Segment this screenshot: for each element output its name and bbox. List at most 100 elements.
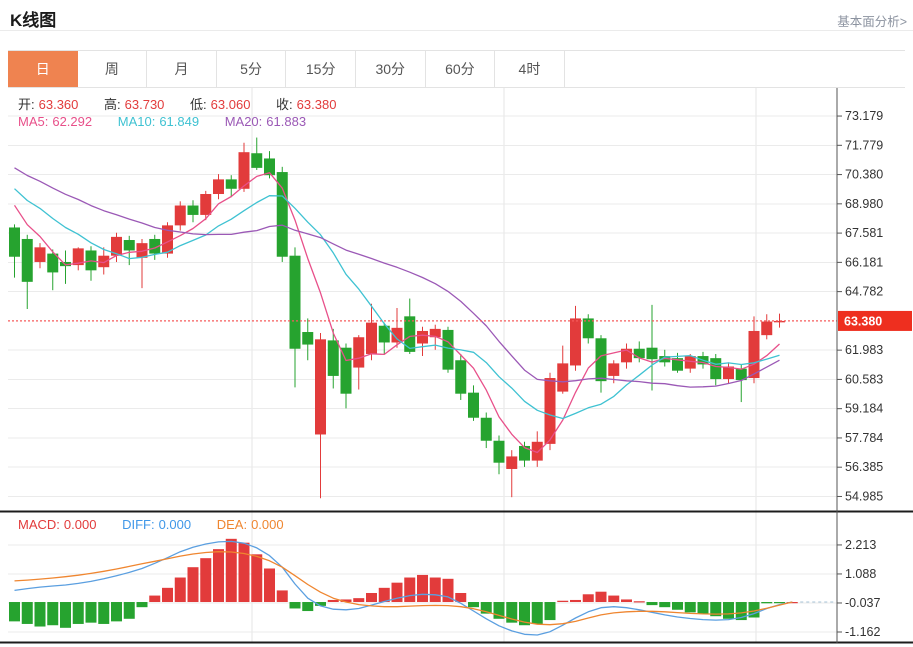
last-price-badge: [838, 310, 912, 331]
candle-body: [493, 440, 505, 463]
macd-bar: [72, 602, 84, 624]
macd-bar: [723, 602, 734, 619]
y-axis-label: 73.179: [845, 109, 883, 123]
macd-bar: [774, 602, 785, 604]
candle-body: [340, 347, 352, 394]
tab-weekly[interactable]: 周: [77, 51, 148, 87]
candle-body: [404, 316, 416, 352]
macd-bar: [366, 592, 377, 603]
candle-body: [468, 392, 479, 418]
macd-bar: [238, 542, 250, 603]
candle-body: [748, 330, 760, 379]
candle-body: [289, 255, 301, 349]
macd-bar: [429, 577, 441, 603]
candle-body: [34, 247, 46, 262]
y-axis-label: 57.784: [845, 431, 883, 445]
candle-body: [582, 318, 594, 339]
y-axis-label: 70.380: [845, 168, 883, 182]
candle-body: [557, 363, 569, 392]
kline-canvas[interactable]: 73.179 71.779 70.380 68.980 67.581 66.181 64.7…: [0, 88, 913, 647]
y-axis-label: 1.088: [845, 567, 876, 581]
macd-bar: [531, 602, 543, 624]
candle-body: [417, 330, 428, 344]
y-axis-label: -0.037: [845, 596, 880, 610]
macd-bar: [9, 602, 20, 622]
candle-body: [723, 366, 734, 380]
y-axis-label: 66.181: [845, 255, 883, 269]
macd-bar: [327, 599, 339, 603]
candle-body: [315, 339, 326, 435]
macd-bar: [659, 602, 671, 608]
macd-bar: [570, 599, 581, 603]
macd-bar: [735, 602, 747, 621]
macd-bar: [646, 602, 658, 606]
candle-body: [98, 255, 110, 268]
ma10-line: [14, 188, 780, 420]
macd-bar: [748, 602, 760, 618]
candle-body: [455, 360, 467, 394]
macd-bar: [761, 602, 773, 604]
macd-bar: [98, 602, 110, 624]
y-axis-label: 61.983: [845, 343, 883, 357]
candle-body: [519, 445, 530, 461]
macd-bar: [213, 549, 224, 603]
macd-bar: [111, 602, 122, 622]
chart-area[interactable]: 73.179 71.779 70.380 68.980 67.581 66.181 64.7…: [0, 88, 913, 647]
candle-body: [710, 358, 722, 380]
macd-bar: [595, 591, 607, 603]
macd-bar: [47, 602, 59, 626]
tab-daily[interactable]: 日: [8, 51, 78, 87]
fundamental-analysis-link[interactable]: 基本面分析>: [837, 15, 907, 29]
candle-body: [646, 347, 658, 360]
tab-4hour[interactable]: 4时: [495, 51, 565, 87]
candle-body: [302, 332, 314, 345]
candle-body: [200, 194, 212, 215]
macd-bar: [684, 602, 696, 613]
macd-bar: [264, 568, 275, 603]
candle-body: [531, 441, 543, 461]
macd-bar: [123, 602, 135, 619]
candle-body: [506, 456, 518, 469]
y-axis-label: 60.583: [845, 372, 883, 386]
candle-body: [774, 320, 785, 323]
macd-bar: [455, 592, 467, 603]
page-title: K线图: [10, 11, 57, 30]
candle-body: [213, 179, 224, 195]
macd-bar: [60, 602, 71, 628]
candle-body: [608, 363, 620, 376]
candle-body: [544, 378, 556, 444]
candle-body: [111, 236, 122, 256]
macd-bar: [174, 577, 186, 603]
candle-body: [429, 328, 441, 338]
y-axis-label: 54.985: [845, 489, 883, 503]
candle-body: [672, 358, 683, 371]
candle-body: [9, 227, 20, 257]
candle-body: [264, 158, 275, 176]
header-divider: [0, 30, 913, 31]
tab-30min[interactable]: 30分: [355, 51, 426, 87]
tab-5min[interactable]: 5分: [216, 51, 287, 87]
macd-bar: [544, 602, 556, 621]
macd-bar: [200, 558, 212, 603]
tab-15min[interactable]: 15分: [286, 51, 356, 87]
candle-body: [633, 348, 645, 359]
macd-bar: [276, 590, 288, 603]
candle-body: [251, 153, 263, 168]
candle-body: [225, 179, 237, 189]
macd-bar: [21, 602, 33, 624]
tab-60min[interactable]: 60分: [425, 51, 496, 87]
y-axis-label: -1.162: [845, 625, 880, 639]
macd-bar: [519, 602, 530, 626]
macd-bar: [480, 602, 492, 614]
candle-body: [480, 417, 492, 441]
tab-monthly[interactable]: 月: [147, 51, 217, 87]
macd-bar: [251, 554, 263, 603]
macd-bar: [633, 601, 645, 603]
candle-body: [123, 240, 135, 251]
macd-bar: [34, 602, 46, 627]
macd-bar: [710, 602, 722, 617]
candle-body: [684, 356, 696, 369]
y-axis-label: 2.213: [845, 538, 876, 552]
macd-bar: [136, 602, 148, 608]
